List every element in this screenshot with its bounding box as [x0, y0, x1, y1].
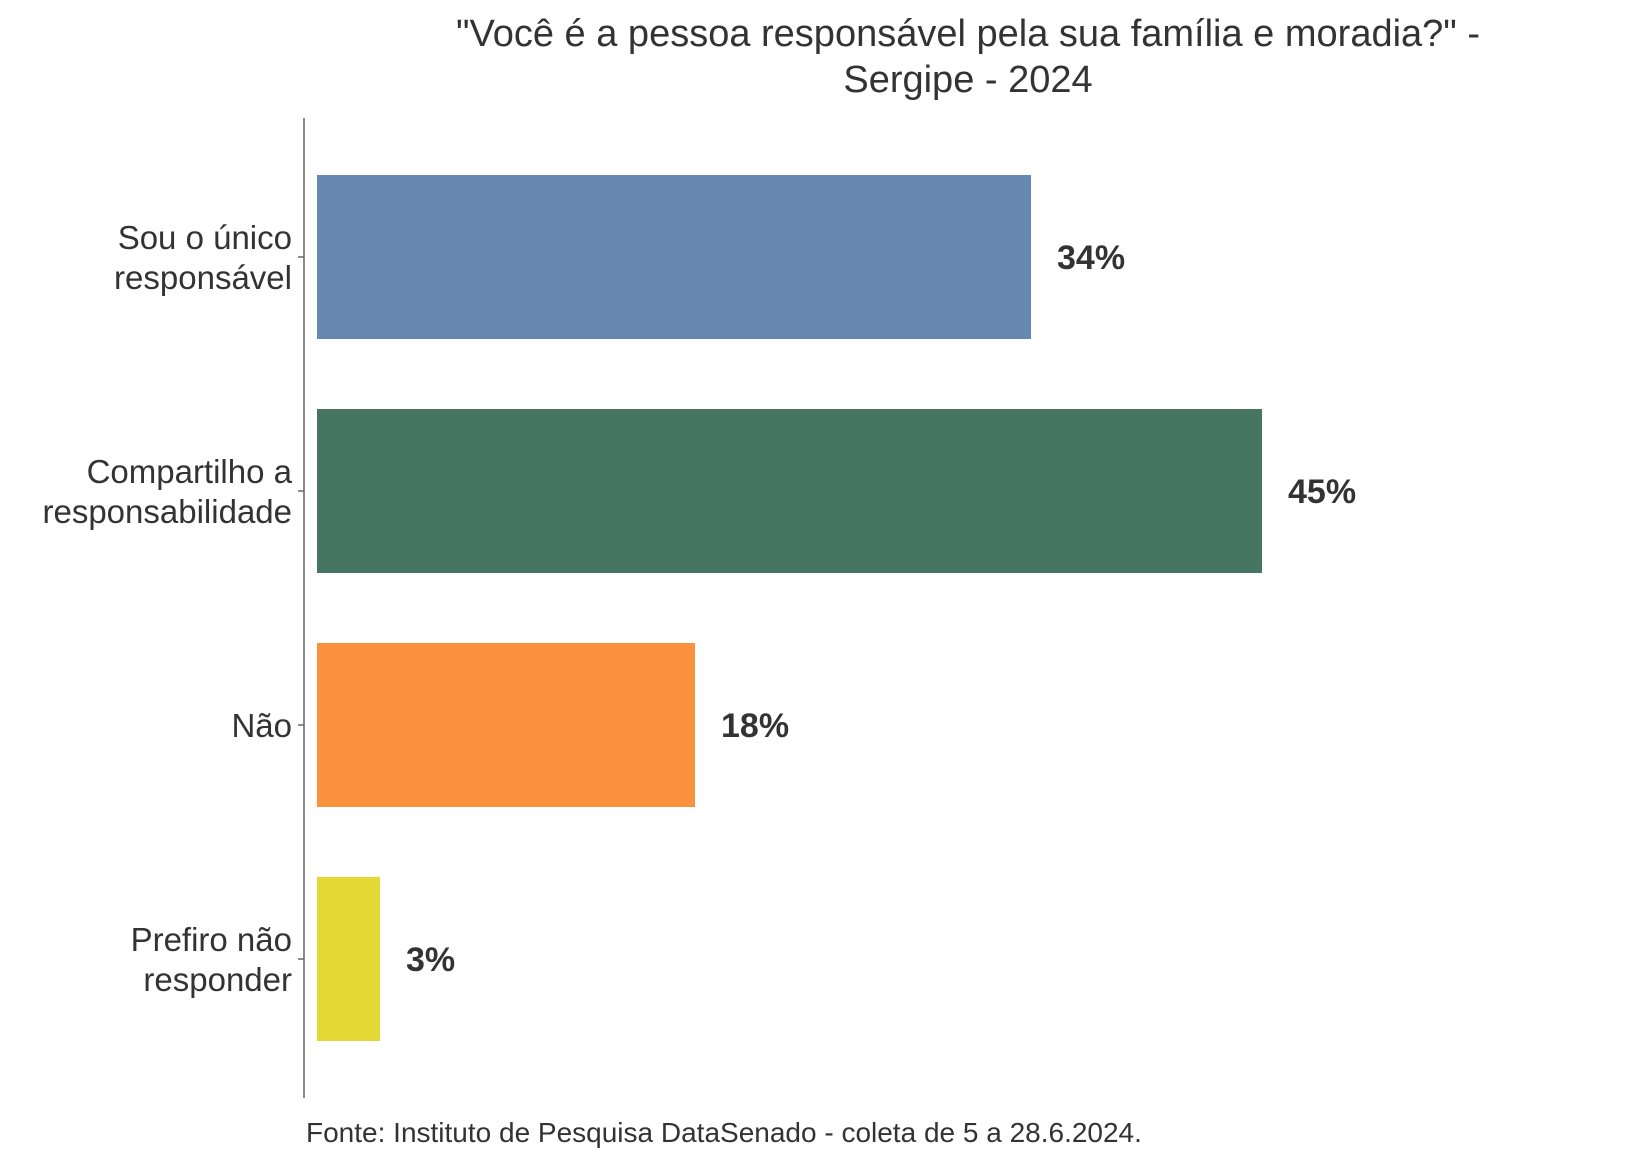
chart-title-line-2: Sergipe - 2024 — [843, 59, 1092, 101]
bar — [317, 877, 380, 1041]
data-label: 18% — [721, 707, 789, 745]
category-label: Compartilho a — [87, 453, 293, 490]
category-label: Sou o único — [118, 219, 292, 256]
category-label: responsável — [114, 259, 292, 296]
category-label: responsabilidade — [42, 493, 292, 530]
chart-title-line-1: "Você é a pessoa responsável pela sua fa… — [456, 13, 1480, 55]
source-caption: Fonte: Instituto de Pesquisa DataSenado … — [306, 1117, 1142, 1148]
data-label: 45% — [1288, 473, 1356, 511]
data-label: 34% — [1057, 239, 1125, 277]
category-label: responder — [143, 961, 292, 998]
bar — [317, 409, 1262, 573]
category-label: Prefiro não — [131, 921, 292, 958]
data-label: 3% — [406, 941, 455, 979]
bar — [317, 175, 1031, 339]
bar — [317, 643, 695, 807]
category-label: Não — [231, 707, 292, 744]
